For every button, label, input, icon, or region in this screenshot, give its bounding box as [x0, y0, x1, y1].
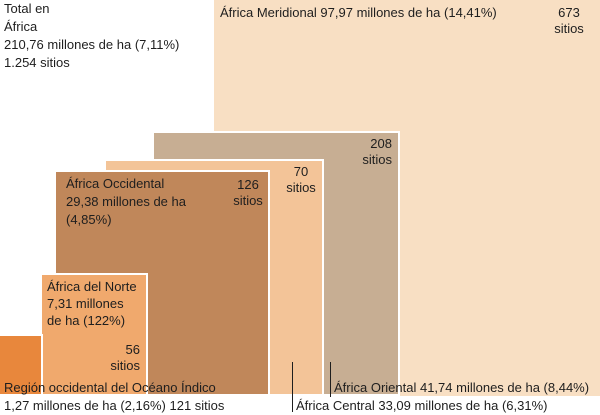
label-africa-occidental: África Occidental 29,38 millones de ha (…	[66, 176, 186, 227]
leader-africa-oriental	[330, 362, 331, 397]
total-label: Total en África 210,76 millones de ha (7…	[4, 1, 180, 70]
leader-africa-central	[292, 362, 293, 412]
label-africa-oriental: África Oriental 41,74 millones de ha (8,…	[334, 380, 590, 395]
square-region-oceano-indico	[0, 334, 43, 396]
sites-africa-del-norte: 56 sitios	[110, 342, 140, 373]
label-africa-del-norte: África del Norte 7,31 millones de ha (12…	[47, 279, 137, 328]
label-region-oceano-indico: Región occidental del Océano Índico 1,27…	[4, 380, 225, 413]
sites-africa-occidental: 126 sitios	[233, 177, 263, 208]
label-africa-central: África Central 33,09 millones de ha (6,3…	[296, 398, 548, 413]
sites-africa-central: 70 sitios	[286, 164, 316, 195]
sites-africa-oriental: 208 sitios	[362, 136, 392, 167]
label-africa-meridional: África Meridional 97,97 millones de ha (…	[220, 5, 497, 20]
sites-africa-meridional: 673 sitios	[554, 5, 584, 36]
